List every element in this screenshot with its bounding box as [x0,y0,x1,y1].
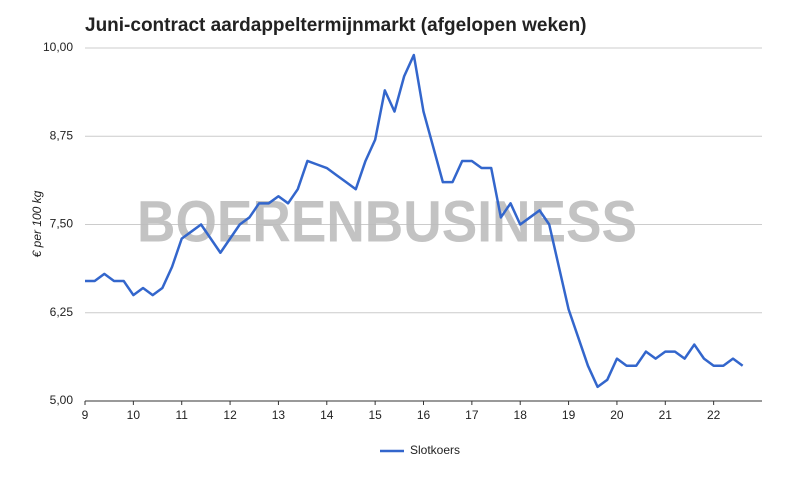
y-tick-label: 10,00 [43,40,73,54]
x-tick-label: 16 [417,408,431,422]
x-tick-label: 13 [272,408,286,422]
chart-title: Juni-contract aardappeltermijnmarkt (afg… [85,15,587,36]
x-tick-label: 11 [175,408,188,422]
x-tick-label: 20 [610,408,624,422]
x-tick-label: 22 [707,408,721,422]
data-line [85,53,744,389]
legend-label: Slotkoers [410,443,460,457]
y-tick-label: 6,25 [50,305,74,319]
y-axis-label: € per 100 kg [30,190,44,257]
x-tick-label: 12 [223,408,237,422]
y-tick-label: 5,00 [50,393,74,407]
y-tick-label: 8,75 [50,128,74,142]
y-tick-label: 7,50 [50,217,74,231]
x-tick-label: 19 [562,408,576,422]
x-tick-label: 15 [368,408,382,422]
x-tick-label: 14 [320,408,334,422]
x-tick-label: 17 [465,408,479,422]
x-tick-label: 10 [127,408,141,422]
watermark: BOERENBUSINESS [137,189,637,254]
x-tick-label: 21 [659,408,673,422]
x-tick-label: 18 [514,408,528,422]
x-tick-label: 9 [82,408,89,422]
